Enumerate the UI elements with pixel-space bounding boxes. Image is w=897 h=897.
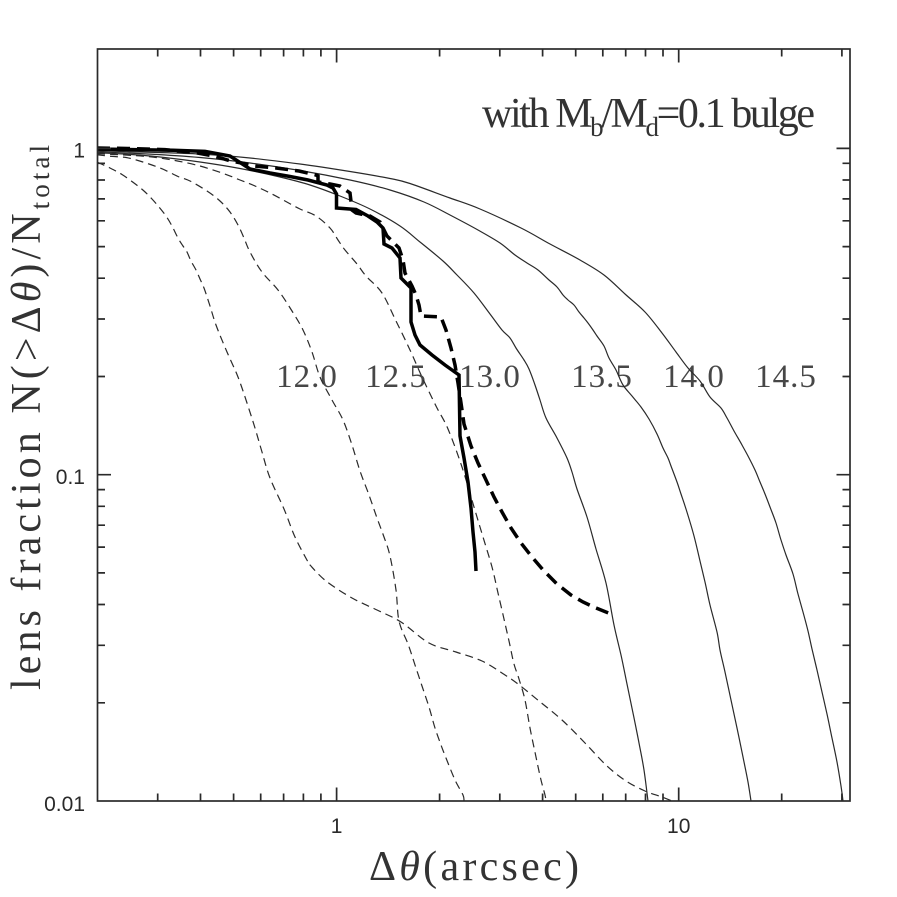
svg-text:0.01: 0.01: [44, 793, 85, 816]
svg-text:10: 10: [667, 815, 690, 838]
svg-text:12.0: 12.0: [276, 359, 338, 395]
svg-text:Δθ(arcsec): Δθ(arcsec): [369, 844, 579, 890]
svg-text:1: 1: [331, 815, 343, 838]
svg-text:12.5: 12.5: [365, 359, 427, 395]
svg-text:13.0: 13.0: [459, 359, 521, 395]
svg-text:13.5: 13.5: [571, 359, 633, 395]
svg-text:0.1: 0.1: [56, 466, 85, 489]
svg-text:14.0: 14.0: [663, 359, 725, 395]
svg-text:14.5: 14.5: [755, 359, 817, 395]
svg-text:1: 1: [73, 140, 85, 163]
